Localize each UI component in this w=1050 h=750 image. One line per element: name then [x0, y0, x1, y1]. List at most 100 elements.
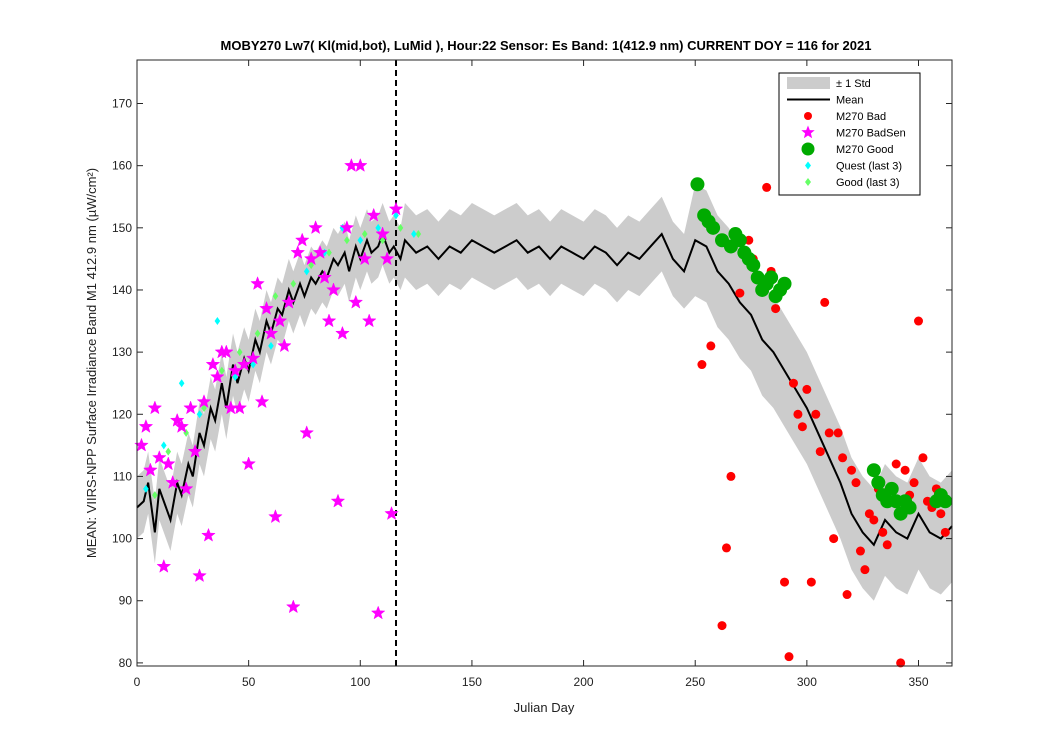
good-last3-point: [201, 404, 207, 413]
m270-good-point: [746, 258, 761, 273]
legend-label: M270 Bad: [836, 111, 886, 123]
std-band-area: [137, 184, 952, 601]
m270-badsen-point: [227, 363, 243, 377]
m270-bad-point: [864, 509, 874, 519]
good-last3-point: [165, 447, 172, 456]
legend-item: Good (last 3): [805, 177, 900, 189]
m270-bad-point: [815, 447, 825, 457]
m270-badsen-point: [160, 456, 176, 471]
x-axis-label: Julian Day: [514, 700, 575, 715]
legend-label: Quest (last 3): [836, 161, 902, 173]
good-last3-point: [326, 248, 332, 257]
x-tick-label: 250: [685, 675, 705, 689]
quest-last3-point: [250, 360, 256, 369]
y-tick-label: 110: [113, 469, 132, 483]
x-tick-label: 100: [350, 675, 370, 689]
m270-good-point: [777, 276, 792, 291]
m270-bad-point: [793, 409, 803, 419]
m270-badsen-point: [277, 338, 292, 353]
m270-badsen-point: [241, 456, 256, 471]
legend-label: Mean: [836, 95, 864, 107]
m270-bad-point: [811, 409, 821, 419]
m270-bad-point: [900, 465, 910, 475]
m270-badsen-point: [134, 437, 149, 452]
m270-bad-point: [726, 471, 736, 481]
good-last3-point: [344, 236, 350, 245]
legend-item: M270 Good: [801, 142, 893, 156]
quest-last3-point: [143, 484, 149, 493]
x-tick-label: 200: [574, 675, 594, 689]
y-tick-label: 90: [119, 594, 133, 608]
quest-last3-point: [411, 230, 417, 239]
legend-item: Mean: [787, 95, 864, 107]
m270-bad-point: [771, 304, 781, 314]
m270-badsen-point: [308, 220, 323, 235]
m270-badsen-point: [263, 325, 279, 340]
m270-badsen-point: [272, 313, 288, 328]
legend-item: M270 BadSen: [801, 125, 906, 140]
y-axis-ticks: 80 90 100 110 120 130 140 150 160 170: [112, 97, 952, 670]
m270-badsen-point: [361, 313, 377, 328]
m270-badsen-point: [388, 201, 404, 216]
m270-badsen-point: [303, 251, 319, 266]
m270-badsen-point: [165, 474, 181, 489]
good-last3-point: [219, 366, 225, 375]
y-tick-label: 140: [112, 283, 132, 297]
m270-bad-point: [851, 478, 861, 488]
y-axis-label: MEAN: VIIRS-NPP Surface Irradiance Band …: [84, 168, 99, 558]
quest-last3-point: [268, 341, 274, 350]
m270-badsen-point: [143, 462, 158, 477]
m270-bad-point: [820, 297, 830, 307]
m270-badsen-point: [205, 356, 221, 371]
m270-badsen-point: [366, 207, 381, 222]
y-tick-label: 160: [112, 159, 132, 173]
legend-swatch-bigdot: [801, 142, 815, 156]
m270-badsen-point: [245, 350, 261, 365]
m270-bad-point: [914, 316, 924, 326]
quest-last3-point: [375, 223, 381, 232]
good-last3-point: [290, 279, 297, 288]
m270-bad-point: [878, 527, 888, 537]
m270-bad-point: [784, 652, 794, 662]
m270-badsen-point: [210, 369, 225, 384]
legend-item: M270 Bad: [804, 111, 886, 123]
m270-bad-point: [936, 509, 946, 519]
m270-badsen-point: [178, 481, 194, 496]
legend-swatch-dot: [804, 112, 812, 120]
m270-badsen-point: [156, 558, 172, 573]
legend: ± 1 Std Mean M270 Bad M270 BadSen M270 Good Q…: [778, 72, 921, 196]
quest-last3-point: [303, 267, 310, 276]
legend-swatch-diamond: [805, 178, 811, 186]
legend-item: ± 1 Std: [787, 77, 871, 90]
m270-badsen-point: [281, 294, 297, 309]
m270-good-point: [690, 177, 705, 192]
m270-bad-point: [882, 540, 892, 550]
legend-swatch-star: [801, 125, 815, 139]
good-last3-point: [272, 292, 279, 301]
legend-label: M270 BadSen: [836, 128, 906, 140]
quest-last3-point: [214, 317, 221, 326]
m270-badsen-point: [232, 400, 248, 415]
m270-badsen-point: [138, 418, 154, 433]
y-tick-label: 130: [112, 345, 132, 359]
x-tick-label: 350: [908, 675, 928, 689]
good-last3-point: [236, 348, 243, 357]
quest-last3-point: [357, 236, 364, 245]
m270-bad-point: [918, 453, 928, 463]
m270-good-point: [706, 220, 721, 235]
m270-bad-point: [891, 459, 901, 469]
m270-badsen-point: [201, 527, 216, 542]
quest-last3-point: [196, 410, 203, 419]
x-tick-label: 50: [242, 675, 256, 689]
quest-last3-point: [160, 441, 167, 450]
m270-bad-point: [721, 543, 731, 553]
m270-badsen-point: [330, 493, 346, 508]
m270-badsen-point: [326, 282, 341, 297]
m270-badsen-point: [379, 251, 395, 266]
m270-badsen-point: [236, 356, 252, 371]
m270-bad-point: [922, 496, 932, 506]
y-tick-label: 120: [112, 407, 132, 421]
m270-bad-point: [842, 590, 852, 600]
legend-swatch-band: [787, 77, 830, 89]
good-last3-point: [397, 223, 404, 232]
